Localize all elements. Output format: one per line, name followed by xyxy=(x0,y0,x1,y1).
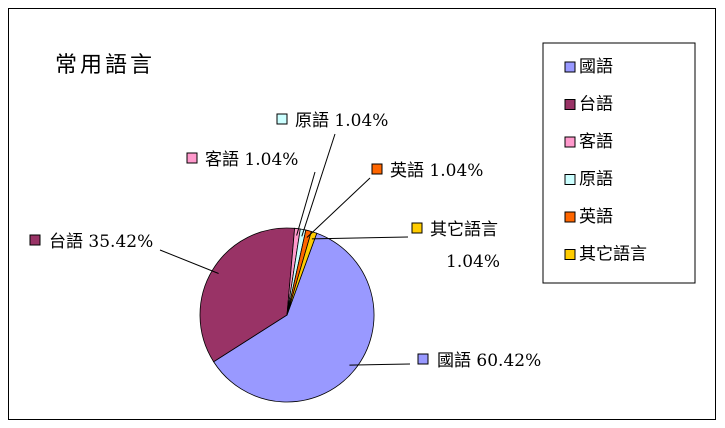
leader-line-2 xyxy=(159,249,219,274)
leader-line-5 xyxy=(306,177,371,238)
legend-label-2: 台語 xyxy=(579,95,613,115)
label-leader-lines xyxy=(159,133,411,366)
legend-label-4: 原語 xyxy=(579,170,613,190)
chart-title: 常用語言 xyxy=(55,53,155,78)
data-label-swatch-3 xyxy=(186,152,198,164)
data-label-swatch-1 xyxy=(417,353,429,365)
data-label-swatch-5 xyxy=(371,163,383,175)
pie-slices xyxy=(199,227,375,403)
legend-swatch-5 xyxy=(564,211,576,223)
legend-label-3: 客語 xyxy=(579,132,613,152)
data-label-6: 其它語言 xyxy=(430,220,498,240)
leader-line-6 xyxy=(311,236,409,240)
leader-line-3 xyxy=(296,171,316,236)
data-label-5: 英語 1.04% xyxy=(390,161,483,181)
legend-swatch-2 xyxy=(564,99,576,110)
legend-swatch-1 xyxy=(564,61,576,73)
legend-swatch-3 xyxy=(564,136,576,148)
leader-line-4 xyxy=(301,133,336,237)
leader-line-1 xyxy=(349,363,411,366)
pie-slice-2 xyxy=(199,227,296,363)
data-label-2: 台語 35.42% xyxy=(49,232,153,252)
data-label-swatch-4 xyxy=(276,113,288,125)
data-label-swatch-2 xyxy=(29,234,41,246)
data-label-1: 國語 60.42% xyxy=(437,351,541,371)
legend-label-6: 其它語言 xyxy=(579,245,647,265)
pie-slice-1 xyxy=(213,232,375,403)
data-labels: 國語 60.42% 台語 35.42% 客語 1.04% 原語 1.04% 英語 1.0… xyxy=(29,111,541,371)
data-label-4: 原語 1.04% xyxy=(295,111,388,131)
legend-label-1: 國語 xyxy=(579,57,613,77)
legend-swatch-6 xyxy=(564,249,576,260)
legend-box xyxy=(542,42,696,284)
legend-label-5: 英語 xyxy=(579,207,613,227)
legend-swatch-4 xyxy=(564,174,576,185)
data-label-3: 客語 1.04% xyxy=(205,150,298,170)
data-label-swatch-6 xyxy=(411,222,423,234)
data-label-6-line2: 1.04% xyxy=(446,252,500,272)
pie-slice-6 xyxy=(286,230,318,316)
